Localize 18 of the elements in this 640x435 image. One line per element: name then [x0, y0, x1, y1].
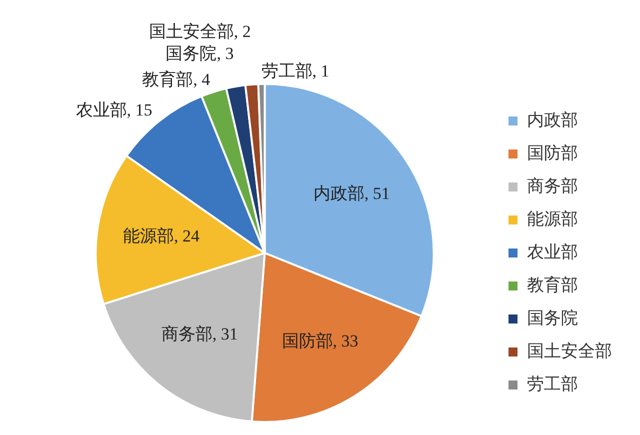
- data-label: 国务院, 3: [166, 44, 234, 64]
- data-label: 能源部, 24: [122, 226, 200, 246]
- legend-label: 国防部: [527, 143, 578, 162]
- legend-label: 商务部: [527, 176, 578, 196]
- data-label: 内政部, 51: [313, 184, 390, 203]
- legend-label: 国务院: [527, 308, 578, 328]
- data-label: 教育部, 4: [142, 70, 211, 89]
- legend-label: 能源部: [527, 209, 578, 228]
- data-label: 国防部, 33: [282, 331, 358, 350]
- legend-label: 国土安全部: [527, 341, 612, 360]
- legend-label: 农业部: [527, 242, 578, 262]
- legend-label: 内政部: [527, 110, 578, 130]
- data-label: 国土安全部, 2: [148, 22, 251, 41]
- data-label: 商务部, 31: [161, 324, 238, 344]
- legend-label: 劳工部: [527, 374, 578, 394]
- data-label: 农业部, 15: [76, 100, 152, 120]
- data-label: 劳工部, 1: [261, 62, 330, 80]
- legend-label: 教育部: [527, 275, 578, 294]
